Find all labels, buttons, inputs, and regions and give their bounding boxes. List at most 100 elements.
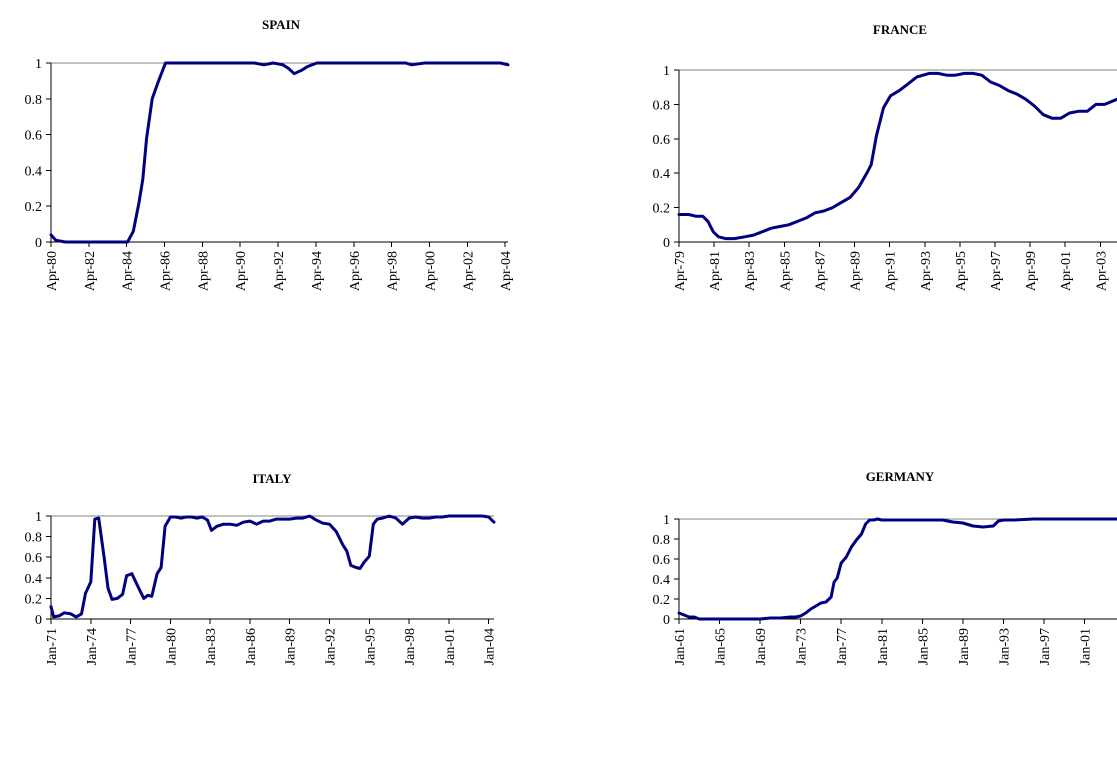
spain-x-tick-label: Apr-04 [499, 251, 514, 291]
france-data-point [963, 72, 966, 75]
france-data-point [916, 76, 918, 78]
france-x-tick-label: Apr-01 [1059, 251, 1074, 291]
france-x-tick-label: Apr-93 [919, 251, 934, 291]
italy-data-point [481, 515, 483, 517]
france-data-point [858, 186, 860, 188]
france-data-point [1051, 117, 1053, 119]
italy-data-point [169, 516, 172, 518]
italy-data-point [493, 521, 495, 523]
germany-data-point [992, 525, 995, 527]
germany-data-point [678, 612, 680, 614]
france-data-point [1007, 89, 1009, 92]
france-data-point [889, 95, 892, 97]
italy-data-point [448, 515, 450, 517]
italy-data-point [302, 517, 304, 519]
italy-data-point [468, 515, 470, 517]
italy-data-point [322, 522, 324, 524]
germany-data-point [833, 581, 835, 583]
germany-data-point [1033, 518, 1035, 520]
italy-data-point [376, 518, 379, 520]
italy-data-point [143, 597, 145, 600]
spain-data-point [348, 62, 350, 64]
italy-data-point [328, 523, 331, 525]
france-x-tick-label: Apr-99 [1024, 251, 1039, 291]
germany-data-point [698, 618, 701, 620]
italy-data-point [408, 517, 410, 519]
france-chart: FRANCE 0 0.2 0.4 0.6 0.8 1 Apr-79 Apr-81 Apr-83 Ap… [653, 22, 1117, 291]
france-data-point [1068, 112, 1071, 114]
spain-data-point [461, 62, 464, 64]
germany-x-tick-label: Jan-89 [957, 628, 972, 665]
italy-data-point [288, 518, 291, 520]
italy-data-point [269, 520, 271, 522]
france-y-tick-label: 0.8 [653, 98, 671, 113]
germany-data-point [855, 539, 858, 541]
germany-data-point [804, 612, 807, 614]
italy-x-tick-label: Jan-98 [403, 628, 418, 665]
italy-x-tick-label: Jan-01 [443, 628, 458, 665]
germany-data-point [810, 608, 812, 610]
spain-data-point [54, 239, 57, 241]
italy-data-point [308, 515, 311, 517]
spain-data-point [64, 241, 66, 243]
italy-x-tick-label: Jan-80 [164, 628, 179, 665]
germany-data-point [830, 596, 832, 598]
italy-data-point [434, 516, 437, 518]
italy-y-tick-label: 1 [35, 510, 42, 525]
france-data-point [744, 236, 746, 238]
italy-data-point [121, 593, 124, 596]
france-data-point [687, 213, 690, 216]
spain-data-point [142, 178, 144, 181]
germany-x-tick-label: Jan-85 [916, 628, 931, 665]
italy-data-point [441, 516, 444, 518]
italy-data-point [206, 519, 209, 521]
germany-x-tick-label: Jan-77 [835, 628, 850, 665]
italy-data-point [164, 525, 166, 528]
italy-data-point [388, 515, 391, 517]
france-data-point [907, 83, 909, 85]
france-title: FRANCE [873, 22, 927, 37]
germany-x-tick-label: Jan-61 [673, 628, 688, 665]
germany-data-point [779, 617, 782, 619]
italy-data-point [70, 613, 72, 615]
spain-x-tick-label: Apr-84 [121, 251, 136, 291]
italy-data-point [94, 518, 96, 520]
spain-data-point [442, 62, 445, 64]
italy-data-point [295, 517, 298, 519]
spain-data-point [196, 62, 199, 64]
france-data-point [831, 206, 834, 209]
italy-data-point [180, 517, 182, 519]
france-x-tick-label: Apr-03 [1094, 251, 1109, 291]
france-x-tick-label: Apr-95 [954, 251, 969, 291]
spain-y-tick-label: 0 [35, 236, 42, 251]
spain-data-point [499, 62, 502, 64]
spain-x-tick-label: Apr-96 [348, 251, 363, 291]
france-y-tick-label: 0 [663, 236, 670, 251]
italy-y-tick-label: 0.4 [25, 572, 43, 587]
spain-y-tick-label: 0.4 [25, 164, 43, 179]
italy-y-tick-label: 0.8 [25, 531, 43, 546]
germany-data-point [876, 518, 879, 520]
spain-x-tick-label: Apr-00 [423, 251, 438, 291]
germany-data-point [941, 519, 944, 521]
italy-y-tick-label: 0.2 [25, 592, 43, 607]
italy-data-point [421, 517, 424, 519]
france-data-point [954, 74, 957, 76]
germany-y-tick-label: 0 [663, 613, 670, 628]
germany-data-point [825, 601, 827, 603]
italy-data-point [216, 525, 218, 528]
germany-data-point [789, 616, 792, 618]
italy-y-tick-label: 0.6 [25, 551, 43, 566]
france-y-tick-label: 1 [663, 64, 670, 79]
italy-data-point [63, 612, 66, 614]
france-data-point [1077, 110, 1080, 113]
italy-data-point [359, 567, 361, 570]
germany-data-point [815, 605, 817, 607]
france-data-point [717, 236, 720, 238]
spain-data-point [132, 230, 135, 233]
italy-chart: ITALY 0 0.2 0.4 0.6 0.8 1 Jan-71 Jan-74 Jan-77 Jan… [25, 471, 498, 665]
france-x-tick-label: Apr-81 [708, 251, 723, 291]
germany-x-tick-label: Jan-93 [997, 628, 1012, 665]
spain-data-point [234, 62, 237, 64]
